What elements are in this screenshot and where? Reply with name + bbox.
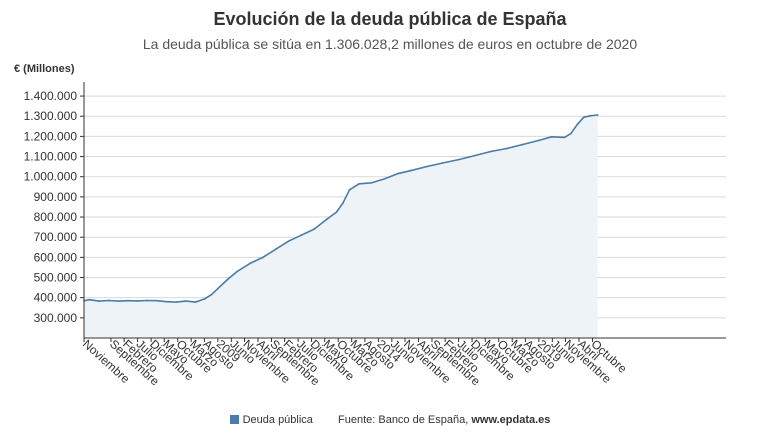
- data-point: [146, 299, 149, 302]
- data-point: [409, 169, 412, 172]
- data-point: [457, 158, 460, 161]
- data-point: [596, 114, 599, 116]
- data-point: [570, 132, 572, 135]
- data-point: [274, 248, 277, 251]
- data-point: [550, 135, 553, 138]
- y-tick-label: 700.000: [34, 230, 78, 244]
- y-tick-label: 500.000: [34, 271, 78, 285]
- chart-subtitle: La deuda pública se sitúa en 1.306.028,2…: [142, 36, 638, 52]
- data-point: [313, 228, 316, 231]
- legend-swatch: [229, 415, 239, 424]
- series-area: [84, 115, 598, 338]
- data-point: [425, 165, 428, 168]
- y-tick-label: 1.200.000: [24, 129, 78, 143]
- data-point: [107, 299, 110, 302]
- data-point: [127, 299, 129, 302]
- data-point: [582, 116, 585, 119]
- legend-item[interactable]: Deuda pública: [229, 414, 316, 426]
- y-tick-label: 400.000: [34, 291, 78, 305]
- data-point: [210, 293, 213, 296]
- data-point: [236, 270, 239, 273]
- y-tick-label: 900.000: [34, 190, 78, 204]
- data-point: [326, 218, 328, 220]
- data-point: [98, 300, 100, 303]
- data-point: [226, 278, 229, 281]
- y-tick-label: 1.400.000: [24, 89, 78, 103]
- source-site[interactable]: www.epdata.es: [471, 414, 551, 426]
- data-point: [537, 139, 540, 142]
- data-point: [204, 297, 206, 300]
- data-point: [383, 177, 386, 180]
- data-point: [300, 234, 303, 237]
- source-label: Fuente: Banco de España,: [338, 414, 469, 426]
- data-point: [88, 298, 91, 301]
- data-point: [396, 172, 399, 175]
- data-point: [165, 300, 168, 303]
- y-tick-label: 800.000: [34, 210, 78, 224]
- data-point: [194, 301, 197, 304]
- chart-footer: Deuda pública Fuente: Banco de España, w…: [0, 414, 780, 426]
- data-point: [261, 256, 264, 259]
- data-point: [249, 262, 251, 265]
- data-point: [489, 150, 492, 153]
- data-point: [589, 114, 592, 117]
- data-point: [117, 300, 120, 303]
- data-point: [136, 300, 139, 302]
- y-axis-unit-label: € (Millones): [14, 63, 75, 75]
- data-point: [155, 299, 158, 302]
- y-tick-label: 1.100.000: [24, 150, 78, 164]
- data-point: [563, 136, 566, 139]
- data-point: [348, 188, 351, 191]
- series-line: [83, 114, 598, 303]
- chart-title: Evolución de la deuda pública de España: [213, 9, 567, 29]
- data-point: [441, 162, 444, 164]
- y-tick-label: 300.000: [34, 311, 78, 325]
- data-point: [287, 240, 290, 243]
- data-point: [342, 202, 344, 204]
- data-point: [335, 211, 338, 213]
- y-tick-label: 600.000: [34, 250, 78, 264]
- data-point: [576, 123, 579, 126]
- y-tick-label: 1.000.000: [24, 170, 78, 184]
- data-point: [505, 147, 508, 150]
- data-point: [184, 300, 187, 303]
- data-point: [175, 301, 178, 304]
- data-point: [473, 154, 476, 157]
- legend-label: Deuda pública: [242, 414, 313, 426]
- y-tick-label: 1.300.000: [24, 109, 78, 123]
- data-point: [371, 181, 373, 184]
- data-point: [521, 143, 524, 146]
- data-point: [358, 182, 360, 185]
- data-point: [216, 287, 219, 290]
